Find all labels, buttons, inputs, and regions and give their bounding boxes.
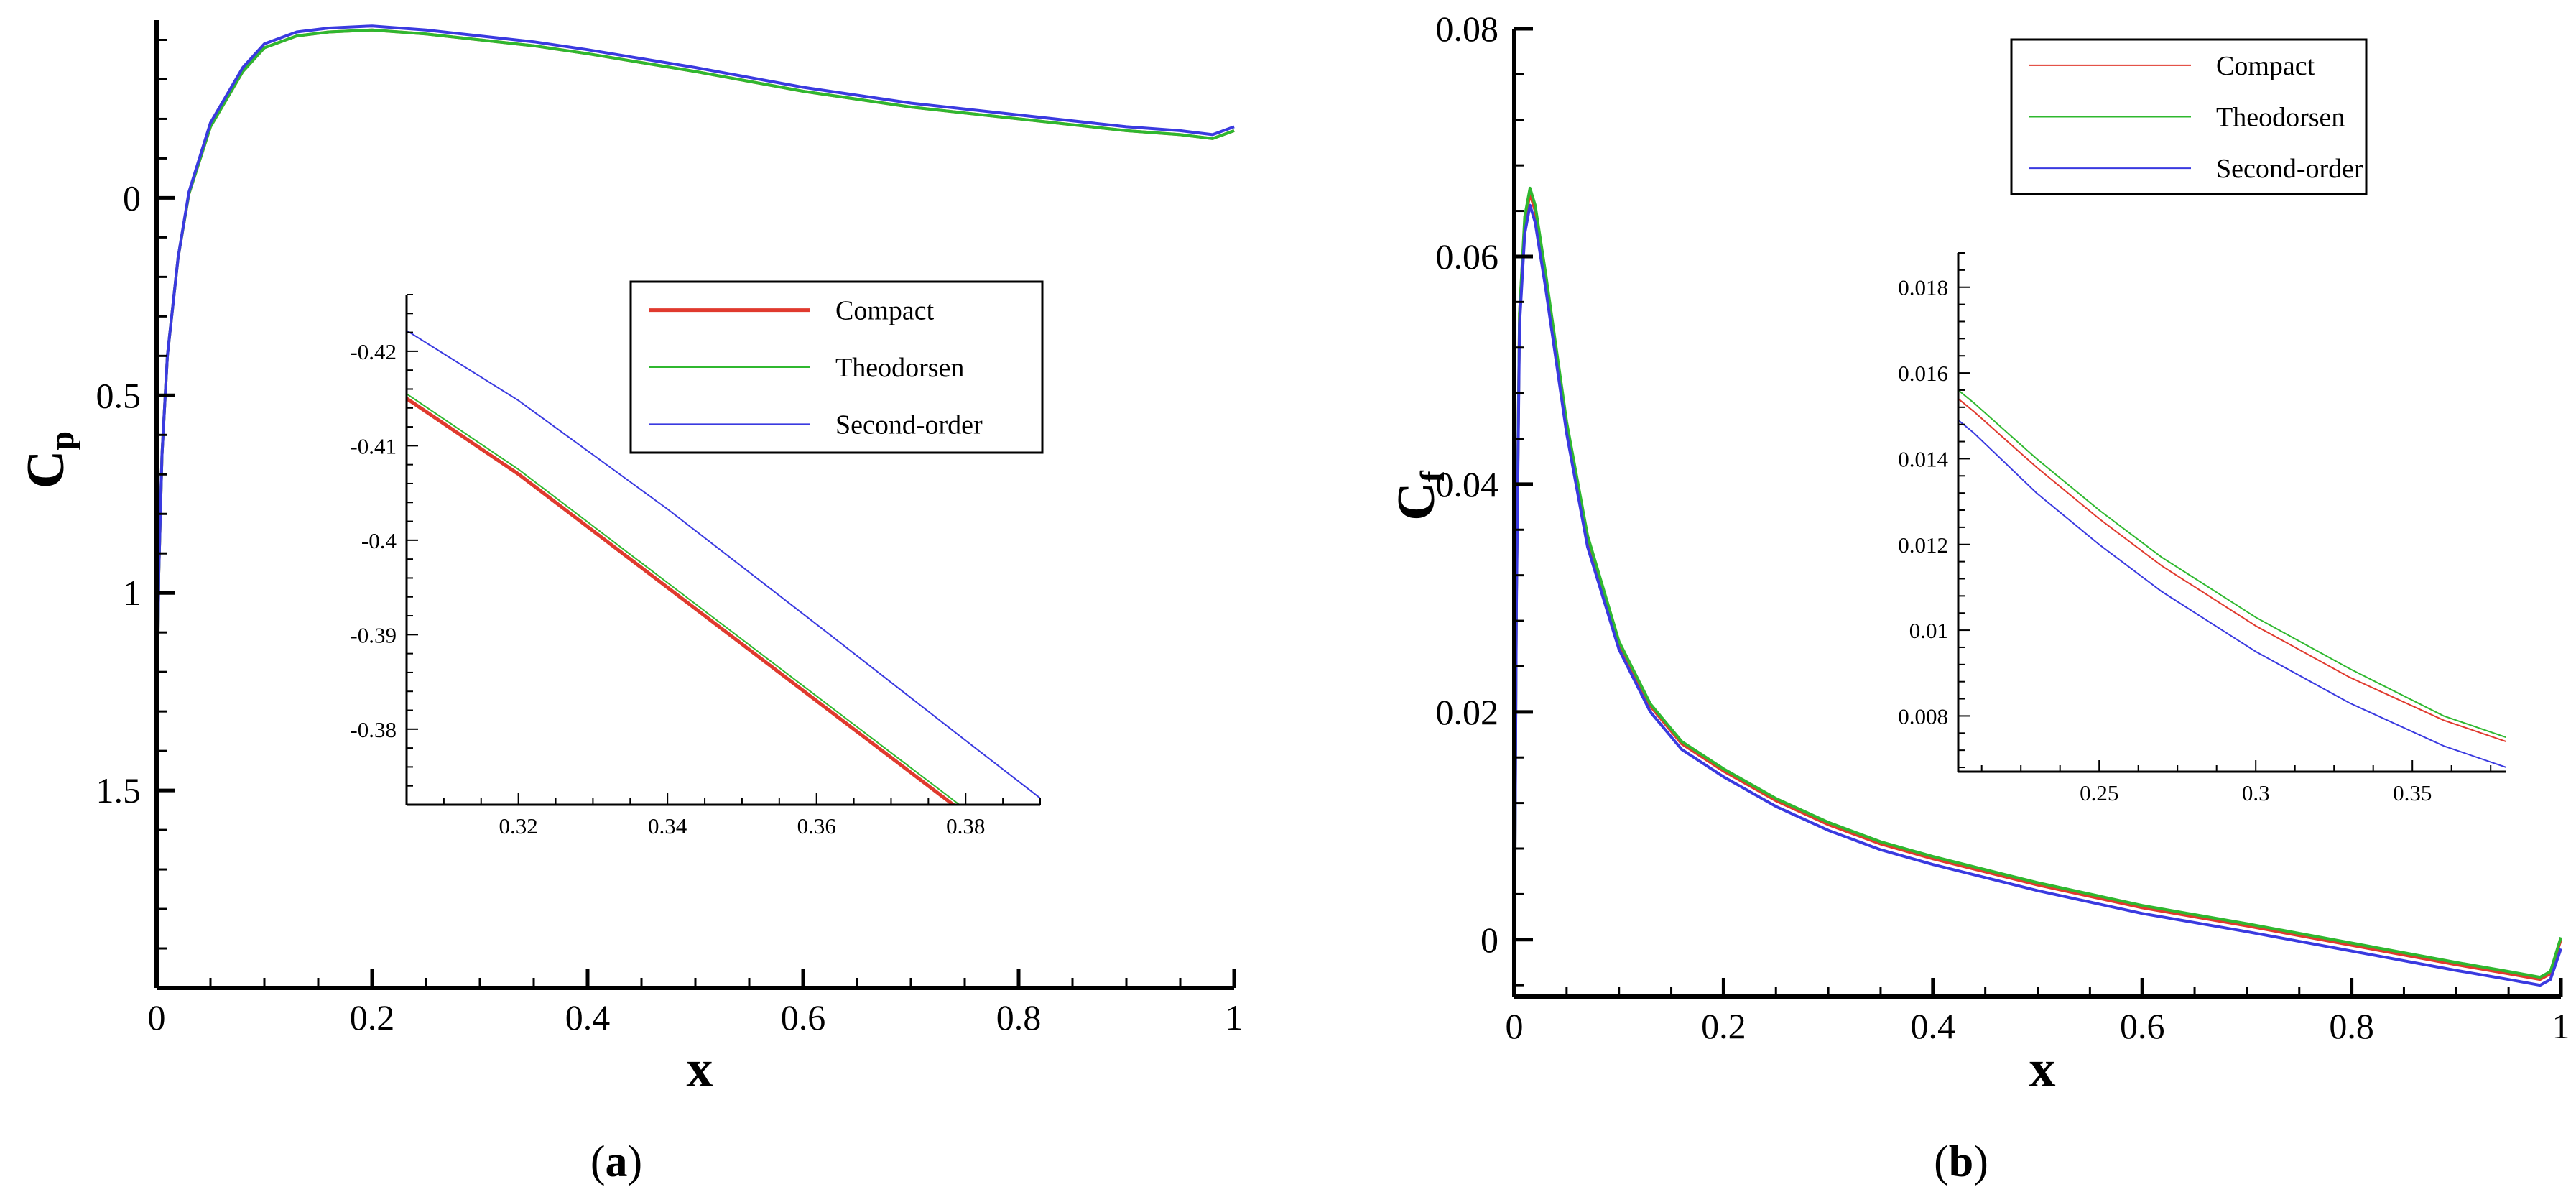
panel-b-inset-x-tick-label: 0.3 xyxy=(2242,780,2270,805)
panel-b-y-tick-label: 0.04 xyxy=(1436,464,1499,504)
panel-b-caption-letter: b xyxy=(1949,1137,1973,1186)
panel-a-series xyxy=(155,24,1235,752)
panel-b-y-tick-label: 0.08 xyxy=(1436,9,1499,49)
panel-a-y-axis-title: Cp xyxy=(17,431,81,489)
panel-a-y-axis-title-sub: p xyxy=(43,431,81,451)
panel-a-inset-series-compact xyxy=(407,397,957,805)
panel-a-inset-x-tick-label: 0.36 xyxy=(797,813,836,838)
panel-b-axes: 0 0.2 0.4 0.6 0.8 1 0 0.02 0.04 0.06 0.08 xyxy=(1436,9,2570,1046)
panel-b-legend: Compact Theodorsen Second-order xyxy=(2010,38,2368,195)
panel-b-inset-y-tick-label: 0.008 xyxy=(1898,703,1948,729)
panel-b-x-tick-label: 1 xyxy=(2552,1006,2570,1046)
panel-a-inset-x-tick-label: 0.34 xyxy=(648,813,687,838)
panel-a-cp-chart: 0 0.2 0.4 0.6 0.8 1 0 0.5 1 1.5 0.32 0.34 0.36 0.38 -… xyxy=(17,20,1243,1186)
panel-b-inset-y-tick-label: 0.018 xyxy=(1898,275,1948,300)
panel-a-inset-y-tick-label: -0.41 xyxy=(350,433,397,458)
panel-b-x-tick-label: 0 xyxy=(1506,1006,1524,1046)
panel-a-series-second-order xyxy=(155,24,1235,752)
panel-a-legend-label-theodorsen: Theodorsen xyxy=(835,353,964,383)
panel-b-inset-series-compact xyxy=(1958,398,2506,743)
panel-b-x-tick-label: 0.6 xyxy=(2120,1006,2165,1046)
panel-b-inset-x-tick-label: 0.25 xyxy=(2080,780,2118,805)
panel-a-inset-series-second-order xyxy=(407,330,1040,799)
panel-b-x-axis-title: x xyxy=(2029,1040,2056,1099)
panel-b-inset-background xyxy=(1958,253,2506,772)
panel-b-inset-series xyxy=(1958,389,2506,768)
panel-b-y-axis-title: Cf xyxy=(1387,470,1452,520)
panel-b-y-tick-label: 0 xyxy=(1481,920,1498,960)
panel-b-legend-label-compact: Compact xyxy=(2216,51,2315,81)
panel-b-y-tick-label: 0.06 xyxy=(1436,236,1499,277)
panel-b-series-second-order xyxy=(1513,203,2562,987)
panel-a-x-axis-title: x xyxy=(687,1040,713,1099)
panel-a-x-tick-label: 0 xyxy=(148,997,166,1038)
panel-a-caption: (a) xyxy=(590,1137,642,1186)
panel-b-inset-y-tick-label: 0.016 xyxy=(1898,361,1948,386)
panel-b-inset-y-tick-label: 0.01 xyxy=(1909,618,1948,643)
panel-b-x-tick-label: 0.2 xyxy=(1701,1006,1746,1046)
panel-b-series xyxy=(1513,186,2562,987)
panel-a-inset-x-tick-label: 0.32 xyxy=(499,813,538,838)
panel-b-inset-series-theodorsen xyxy=(1958,389,2506,739)
panel-b-legend-label-second-order: Second-order xyxy=(2216,154,2363,184)
panel-b-inset: 0.25 0.3 0.35 0.008 0.01 0.012 0.014 0.016 0.018 xyxy=(1898,252,2506,805)
panel-a-y-axis-title-main: C xyxy=(17,451,75,489)
panel-b-legend-label-theodorsen: Theodorsen xyxy=(2216,103,2345,133)
panel-a-y-tick-label: 0 xyxy=(123,177,141,218)
panel-b-series-compact xyxy=(1513,192,2562,986)
panel-a-y-tick-label: 0.5 xyxy=(96,375,142,415)
panel-a-x-tick-label: 0.6 xyxy=(781,997,826,1038)
panel-b-y-tick-label: 0.02 xyxy=(1436,692,1499,732)
panel-b-x-tick-label: 0.8 xyxy=(2329,1006,2374,1046)
panel-a-x-tick-label: 0.8 xyxy=(996,997,1042,1038)
panel-b-y-axis-title-main: C xyxy=(1387,482,1446,520)
panel-a-legend: Compact Theodorsen Second-order xyxy=(629,280,1044,454)
panel-a-legend-label-second-order: Second-order xyxy=(835,410,983,440)
panel-a-y-tick-label: 1.5 xyxy=(96,770,142,810)
panel-a-inset-y-tick-label: -0.42 xyxy=(350,339,397,364)
panel-a-inset-series-theodorsen xyxy=(407,393,961,805)
panel-b-y-axis-title-sub: f xyxy=(1414,470,1452,482)
panel-a-y-tick-label: 1 xyxy=(123,573,141,613)
panel-a-inset-y-tick-label: -0.39 xyxy=(350,622,397,647)
panel-a-inset-x-tick-label: 0.38 xyxy=(946,813,985,838)
panel-b-inset-series-second-order xyxy=(1958,419,2506,768)
panel-a-x-tick-label: 0.2 xyxy=(350,997,395,1038)
panel-a-inset-y-tick-label: -0.38 xyxy=(350,717,397,742)
panel-a-caption-letter: a xyxy=(606,1137,628,1186)
panel-b-inset-y-tick-label: 0.012 xyxy=(1898,532,1948,558)
panel-b-x-tick-label: 0.4 xyxy=(1911,1006,1956,1046)
panel-a-axes: 0 0.2 0.4 0.6 0.8 1 0 0.5 1 1.5 xyxy=(96,20,1243,1038)
panel-a-inset-y-tick-label: -0.4 xyxy=(361,528,397,553)
panel-a-x-tick-label: 0.4 xyxy=(565,997,611,1038)
panel-a-x-tick-label: 1 xyxy=(1226,997,1243,1038)
panel-b-inset-y-tick-label: 0.014 xyxy=(1898,446,1948,471)
panel-a-inset-series xyxy=(407,330,1040,805)
panel-b-series-theodorsen xyxy=(1513,186,2562,986)
panel-a-legend-label-compact: Compact xyxy=(835,296,935,326)
panel-b-caption: (b) xyxy=(1934,1137,1988,1186)
panel-b-cf-chart: 0 0.2 0.4 0.6 0.8 100.020.040.060.08 0.25 0.3 0… xyxy=(1387,9,2570,1186)
panel-b-inset-x-tick-label: 0.35 xyxy=(2393,780,2432,805)
